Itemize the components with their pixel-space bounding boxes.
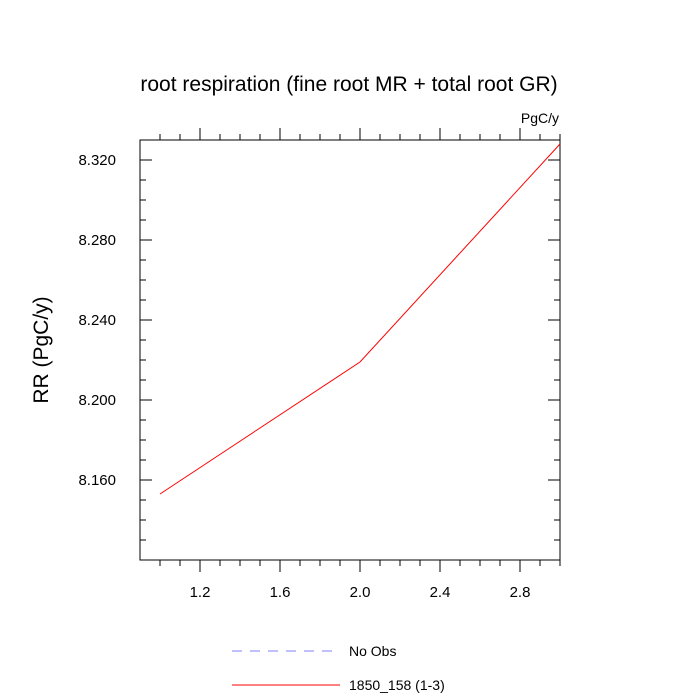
legend-label: 1850_158 (1-3) (349, 677, 445, 693)
axis-ticks (140, 128, 561, 572)
x-tick-label: 1.2 (190, 584, 211, 601)
y-tick-label: 8.240 (78, 312, 116, 329)
x-tick-label: 2.0 (350, 584, 371, 601)
axis-tick-labels: 1.2 1.6 2.0 2.4 2.8 8.160 8.200 8.240 8.280 8.320 (78, 152, 530, 601)
y-tick-label: 8.200 (78, 392, 116, 409)
plot-frame (139, 139, 561, 561)
series-line (159, 143, 561, 495)
legend-label: No Obs (349, 643, 396, 659)
x-tick-label: 1.6 (270, 584, 291, 601)
legend: No Obs 1850_158 (1-3) (232, 643, 445, 693)
series-layer (159, 143, 561, 495)
y-tick-label: 8.280 (78, 232, 116, 249)
x-tick-label: 2.8 (510, 584, 531, 601)
y-tick-label: 8.160 (78, 472, 116, 489)
units-label: PgC/y (521, 110, 559, 126)
y-tick-label: 8.320 (78, 152, 116, 169)
y-axis-label: RR (PgC/y) (30, 296, 53, 403)
chart-title: root respiration (fine root MR + total r… (140, 73, 557, 96)
x-tick-label: 2.4 (430, 584, 451, 601)
